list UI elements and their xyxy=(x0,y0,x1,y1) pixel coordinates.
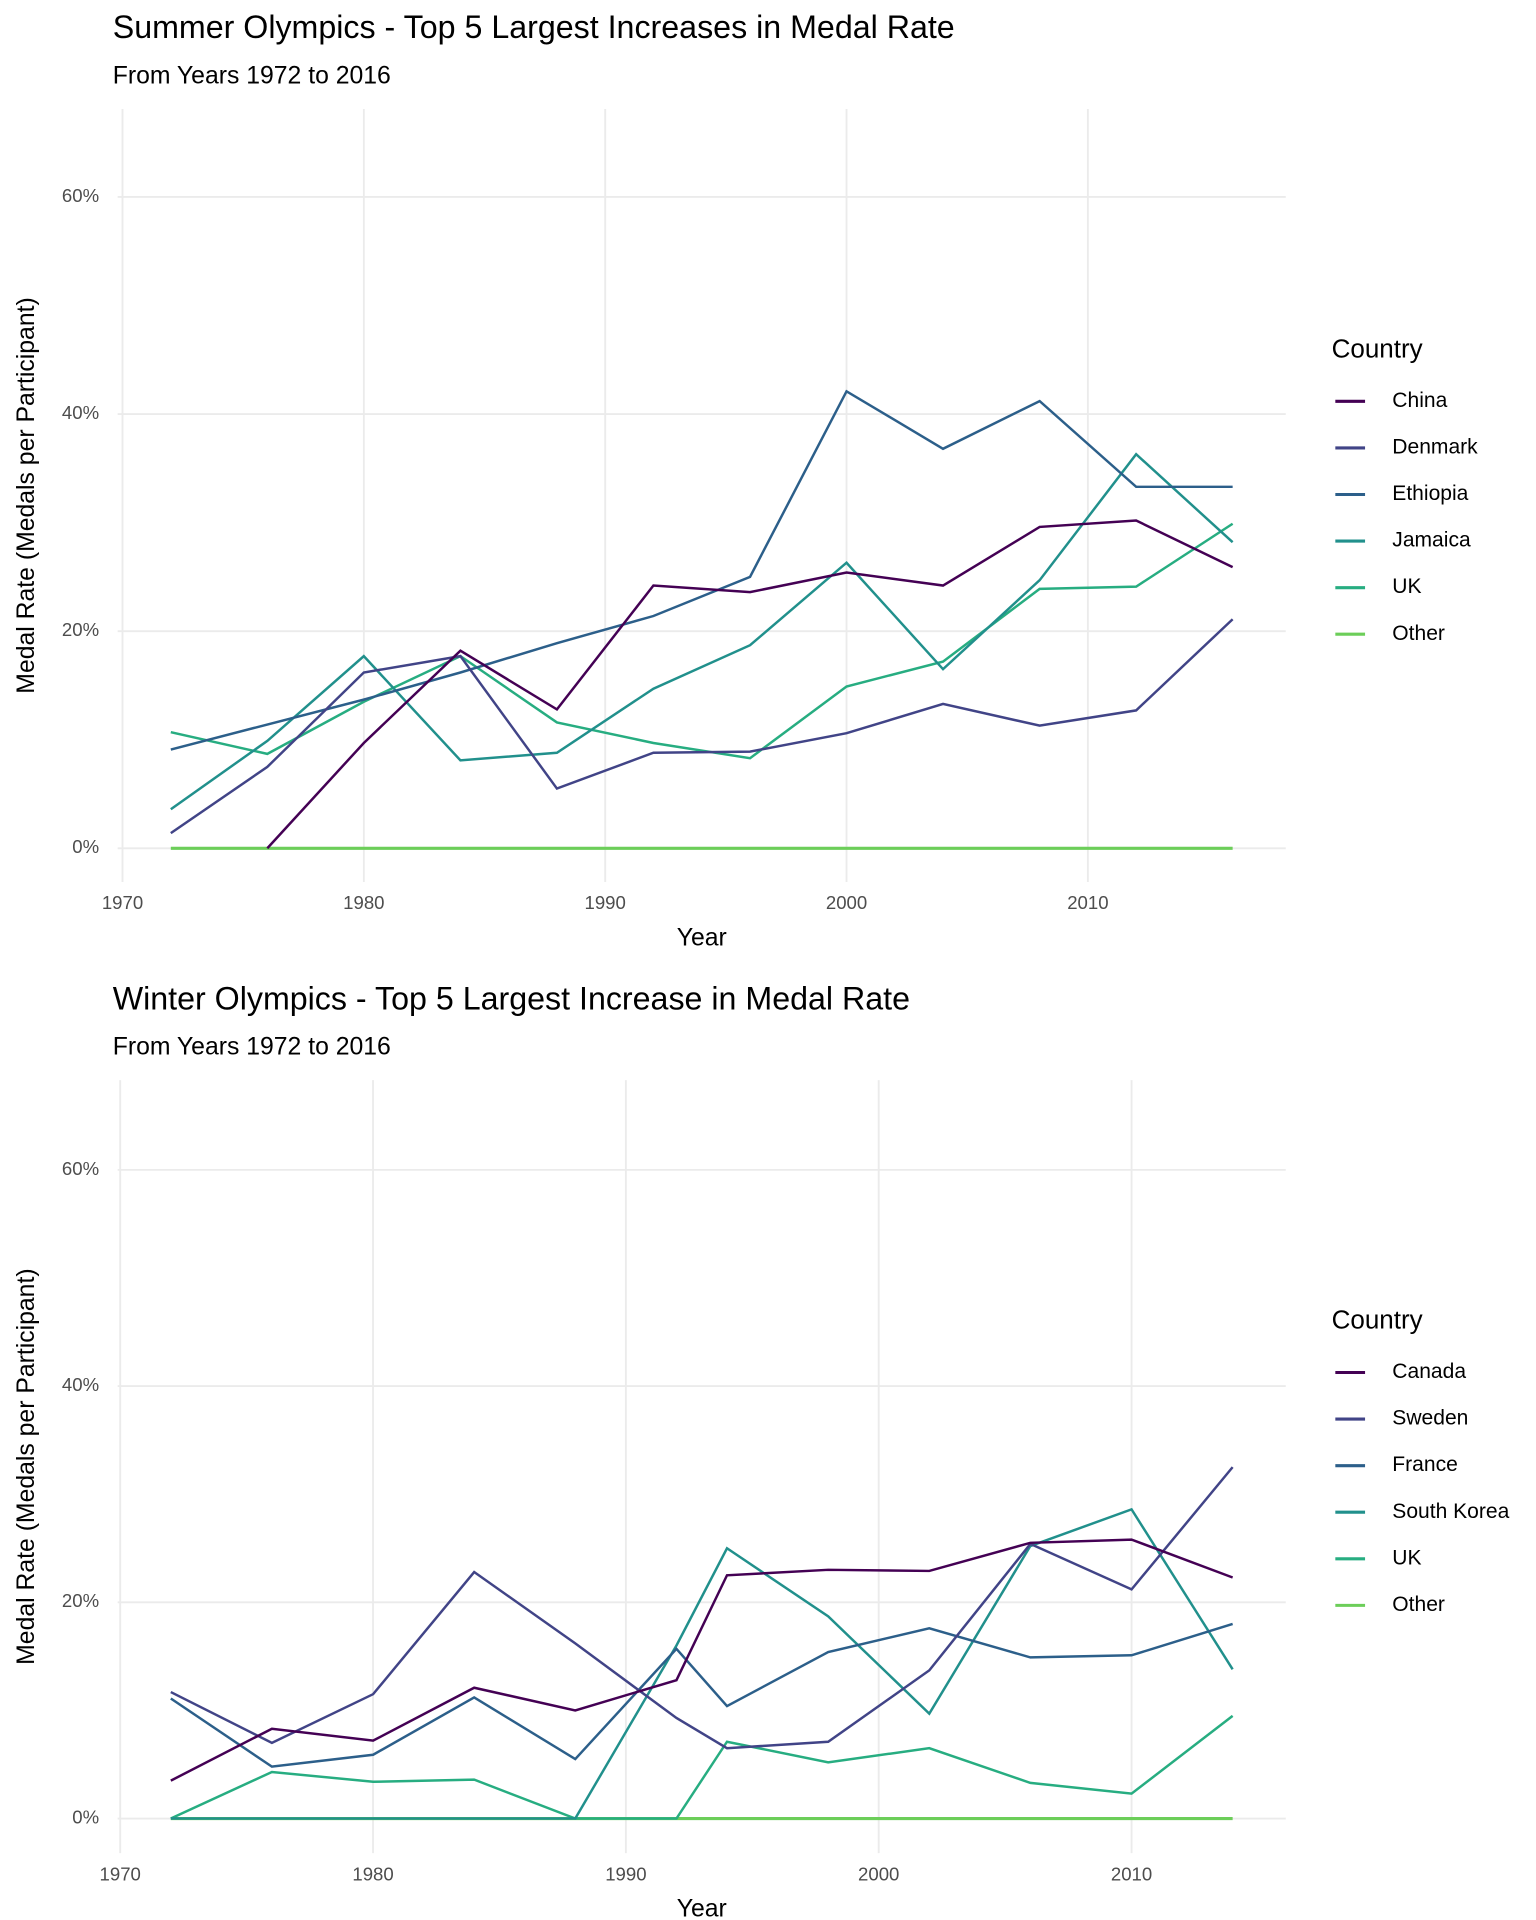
y-tick-label: 20% xyxy=(62,619,99,640)
y-tick-label: 40% xyxy=(62,402,99,423)
x-tick-label: 2010 xyxy=(1067,892,1108,913)
legend-label: Other xyxy=(1392,622,1445,645)
series-line xyxy=(170,1507,1234,1820)
x-tick-label: 1990 xyxy=(585,892,626,913)
x-tick-label: 1980 xyxy=(352,1863,393,1884)
x-tick-label: 2000 xyxy=(858,1863,899,1884)
x-axis-label: Year xyxy=(677,924,727,951)
chart-subtitle: From Years 1972 to 2016 xyxy=(113,1033,391,1060)
y-tick-label: 0% xyxy=(72,1806,99,1827)
legend-label: China xyxy=(1392,389,1447,412)
series-line xyxy=(170,522,1234,760)
x-tick-label: 1980 xyxy=(343,892,384,913)
x-tick-label: 2000 xyxy=(826,892,867,913)
x-tick-label: 1970 xyxy=(100,1863,141,1884)
x-tick-label: 1970 xyxy=(102,892,143,913)
legend-label: France xyxy=(1392,1453,1458,1476)
legend-label: Sweden xyxy=(1392,1407,1468,1430)
legend-label: Denmark xyxy=(1392,435,1478,458)
y-axis-label: Medal Rate (Medals per Participant) xyxy=(13,1268,40,1664)
legend-title: Country xyxy=(1332,1305,1423,1335)
chart-subtitle: From Years 1972 to 2016 xyxy=(113,62,391,89)
series-line xyxy=(170,1714,1234,1820)
y-axis-label: Medal Rate (Medals per Participant) xyxy=(13,297,40,693)
x-tick-label: 2010 xyxy=(1111,1863,1152,1884)
y-tick-label: 0% xyxy=(72,836,99,857)
legend-label: South Korea xyxy=(1392,1500,1509,1523)
legend-title: Country xyxy=(1332,333,1423,363)
series-line xyxy=(170,452,1234,811)
x-axis-label: Year xyxy=(677,1896,727,1920)
legend-label: UK xyxy=(1392,575,1421,598)
series-line xyxy=(266,519,1234,850)
legend-label: Jamaica xyxy=(1392,529,1471,552)
y-tick-label: 60% xyxy=(62,1158,99,1179)
y-tick-label: 40% xyxy=(62,1374,99,1395)
chart-title: Summer Olympics - Top 5 Largest Increase… xyxy=(113,9,955,45)
legend-label: Canada xyxy=(1392,1360,1466,1383)
legend-label: Ethiopia xyxy=(1392,482,1468,505)
series-line xyxy=(170,1622,1234,1768)
legend-label: UK xyxy=(1392,1546,1421,1569)
series-line xyxy=(170,1538,1234,1782)
y-tick-label: 20% xyxy=(62,1590,99,1611)
legend-label: Other xyxy=(1392,1593,1445,1616)
x-tick-label: 1990 xyxy=(605,1863,646,1884)
series-line xyxy=(170,618,1234,835)
y-tick-label: 60% xyxy=(62,185,99,206)
series-line xyxy=(170,389,1233,751)
chart-title: Winter Olympics - Top 5 Largest Increase… xyxy=(113,980,910,1016)
series-line xyxy=(170,1466,1234,1750)
